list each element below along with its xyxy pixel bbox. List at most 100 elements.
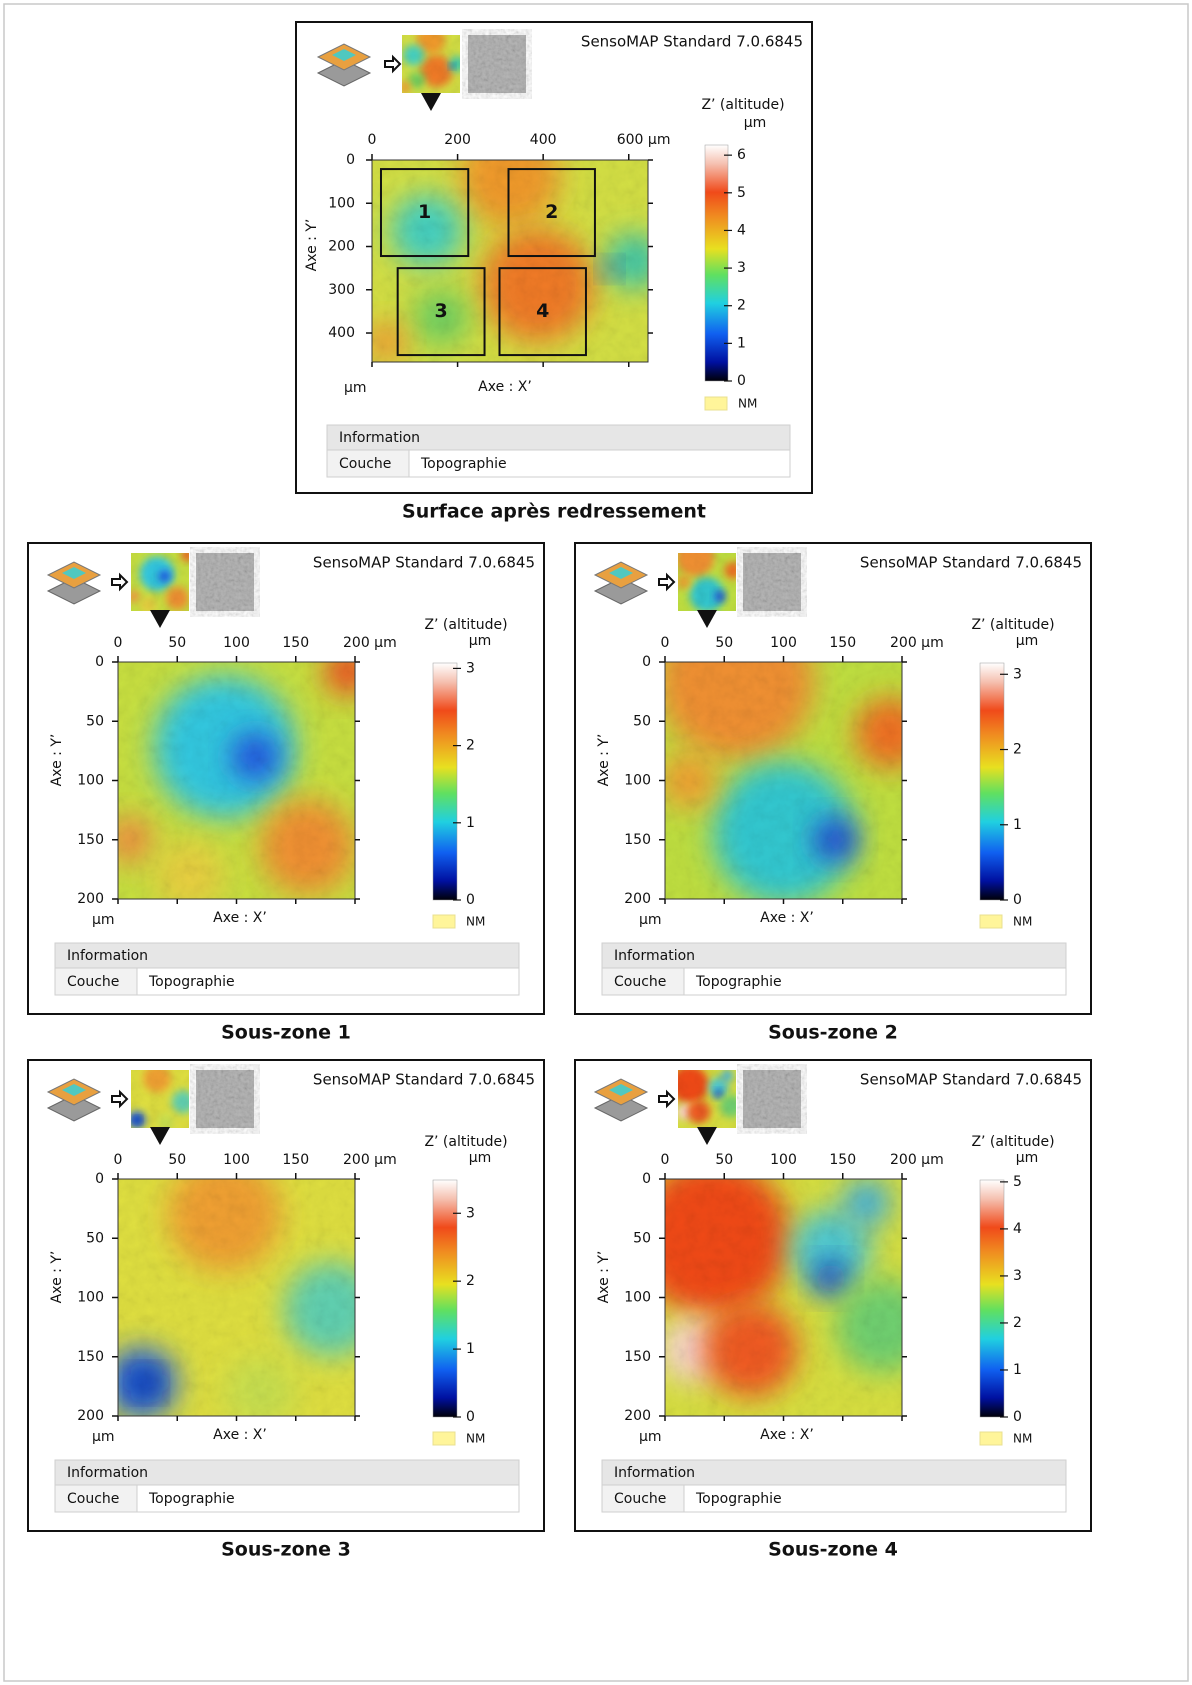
colorbar-tick-label: 3 — [737, 260, 746, 276]
zone-frame — [507, 168, 596, 258]
colorbar — [979, 662, 1005, 901]
nodata-label: NM — [466, 915, 485, 929]
layer-icon-top-spot — [609, 1084, 633, 1096]
layer-icon-top-spot — [62, 1084, 86, 1096]
software-version: SensoMAP Standard 7.0.6845 — [581, 33, 803, 51]
heatmap-grain — [372, 160, 648, 362]
heatmap-grain — [665, 1179, 902, 1416]
x-tick-label: 150 — [282, 1152, 309, 1168]
x-axis-label: Axe : X’ — [213, 910, 267, 926]
y-tick-label: 100 — [77, 1290, 104, 1306]
x-tick-label: 50 — [715, 1152, 733, 1168]
info-header-bg — [326, 424, 791, 451]
nodata-swatch — [979, 914, 1003, 929]
y-tick-label: 50 — [633, 713, 651, 729]
y-tick-label: 150 — [77, 832, 104, 848]
y-tick-label: 400 — [328, 325, 355, 341]
axis-unit: µm — [639, 1429, 662, 1445]
selection-triangle — [421, 93, 441, 111]
zone-frame — [379, 168, 470, 258]
layer-icon-top-spot — [609, 567, 633, 579]
zone-label: 3 — [434, 300, 447, 322]
info-header-bg — [54, 1459, 520, 1486]
heatmap-texture — [118, 662, 355, 899]
info-key-bg — [54, 967, 138, 996]
y-axis-label: Axe : Y’ — [49, 734, 65, 787]
layer-icon-top-spot — [332, 49, 356, 61]
panel-caption: Surface après redressement — [402, 501, 706, 523]
x-tick-label: 0 — [114, 1152, 123, 1168]
selection-triangle — [697, 610, 717, 628]
y-tick-label: 150 — [624, 832, 651, 848]
info-header-bg — [601, 1459, 1067, 1486]
x-tick-label: 50 — [715, 635, 733, 651]
zone-label: 2 — [545, 201, 558, 223]
y-tick-label: 0 — [95, 1171, 104, 1187]
colorbar-tick-label: 3 — [466, 660, 475, 676]
selection-triangle — [150, 1127, 170, 1145]
colorbar-label: Z’ (altitude) — [971, 1134, 1054, 1150]
y-tick-label: 200 — [624, 891, 651, 907]
x-tick-label: 200 µm — [343, 1152, 397, 1168]
colorbar-tick-label: 0 — [466, 1409, 475, 1425]
info-value: Topographie — [695, 1491, 782, 1507]
y-axis-label: Axe : Y’ — [596, 1251, 612, 1304]
colorbar-tick-label: 2 — [466, 738, 475, 754]
panel-caption: Sous-zone 2 — [768, 1022, 898, 1044]
info-header: Information — [67, 1465, 148, 1481]
colorbar-unit: µm — [469, 1150, 492, 1166]
nodata-label: NM — [1013, 1432, 1032, 1446]
y-tick-label: 0 — [346, 152, 355, 168]
nodata-label: NM — [738, 397, 757, 411]
colorbar-label: Z’ (altitude) — [424, 617, 507, 633]
heatmap-grain — [678, 553, 736, 611]
colorbar — [704, 144, 729, 382]
x-tick-label: 50 — [168, 1152, 186, 1168]
info-key: Couche — [614, 1491, 666, 1507]
colorbar-label: Z’ (altitude) — [424, 1134, 507, 1150]
y-tick-label: 200 — [328, 239, 355, 255]
colorbar-tick-label: 1 — [1013, 1362, 1022, 1378]
nodata-swatch — [979, 1431, 1003, 1446]
colorbar-label: Z’ (altitude) — [701, 97, 784, 113]
info-value: Topographie — [148, 974, 235, 990]
y-tick-label: 100 — [624, 773, 651, 789]
colorbar-unit: µm — [469, 633, 492, 649]
heatmap-grain — [665, 662, 902, 899]
heatmap-texture — [665, 662, 902, 899]
colorbar-tick-label: 2 — [466, 1273, 475, 1289]
x-tick-label: 100 — [223, 635, 250, 651]
x-tick-label: 150 — [829, 1152, 856, 1168]
x-tick-label: 100 — [770, 1152, 797, 1168]
x-tick-label: 100 — [770, 635, 797, 651]
info-value: Topographie — [148, 1491, 235, 1507]
colorbar-tick-label: 2 — [737, 298, 746, 314]
thumbnail-gray-grain — [743, 1070, 801, 1128]
heatmap-grain — [131, 1070, 189, 1128]
y-axis-label: Axe : Y’ — [596, 734, 612, 787]
x-tick-label: 0 — [661, 1152, 670, 1168]
info-value: Topographie — [695, 974, 782, 990]
nodata-swatch — [704, 396, 728, 411]
x-axis-label: Axe : X’ — [213, 1427, 267, 1443]
colorbar-tick-label: 0 — [1013, 892, 1022, 908]
zone-frame — [498, 267, 587, 357]
axis-unit: µm — [92, 912, 115, 928]
colorbar-tick-label: 0 — [737, 373, 746, 389]
thumbnail-gray-grain — [468, 35, 526, 93]
colorbar — [979, 1179, 1005, 1418]
colorbar-tick-label: 5 — [737, 185, 746, 201]
colorbar-tick-label: 1 — [737, 335, 746, 351]
x-tick-label: 200 µm — [890, 635, 944, 651]
software-version: SensoMAP Standard 7.0.6845 — [313, 1071, 535, 1089]
heatmap-texture — [131, 553, 189, 611]
colorbar-tick-label: 4 — [1013, 1221, 1022, 1237]
colorbar — [432, 662, 458, 901]
colorbar-tick-label: 3 — [466, 1205, 475, 1221]
colorbar-unit: µm — [744, 115, 767, 131]
heatmap-texture — [131, 1070, 189, 1128]
x-tick-label: 200 µm — [343, 635, 397, 651]
